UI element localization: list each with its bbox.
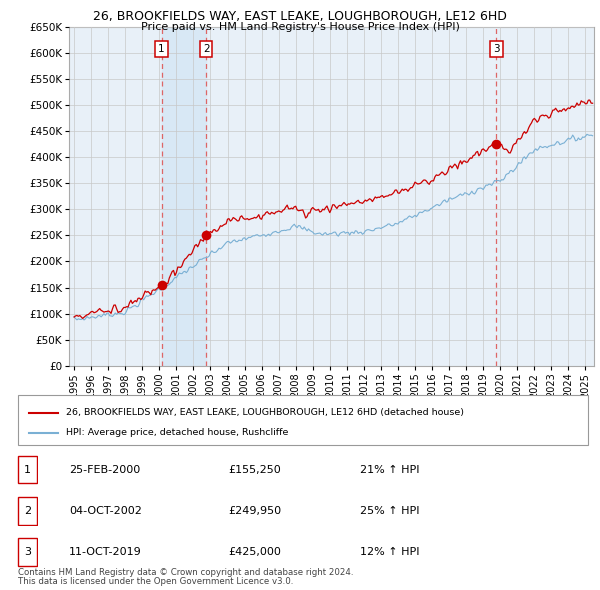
Text: 3: 3 [493,44,500,54]
Text: 2: 2 [24,506,31,516]
FancyBboxPatch shape [18,539,37,566]
FancyBboxPatch shape [18,497,37,525]
Text: £155,250: £155,250 [228,465,281,474]
Text: This data is licensed under the Open Government Licence v3.0.: This data is licensed under the Open Gov… [18,578,293,586]
Text: 11-OCT-2019: 11-OCT-2019 [69,548,142,557]
Text: 25% ↑ HPI: 25% ↑ HPI [360,506,419,516]
Text: £249,950: £249,950 [228,506,281,516]
Text: 3: 3 [24,548,31,557]
Text: HPI: Average price, detached house, Rushcliffe: HPI: Average price, detached house, Rush… [67,428,289,437]
Text: 04-OCT-2002: 04-OCT-2002 [69,506,142,516]
Text: 1: 1 [24,465,31,474]
Text: £425,000: £425,000 [228,548,281,557]
Text: Contains HM Land Registry data © Crown copyright and database right 2024.: Contains HM Land Registry data © Crown c… [18,568,353,577]
Text: 12% ↑ HPI: 12% ↑ HPI [360,548,419,557]
Text: 26, BROOKFIELDS WAY, EAST LEAKE, LOUGHBOROUGH, LE12 6HD (detached house): 26, BROOKFIELDS WAY, EAST LEAKE, LOUGHBO… [67,408,464,417]
Text: 26, BROOKFIELDS WAY, EAST LEAKE, LOUGHBOROUGH, LE12 6HD: 26, BROOKFIELDS WAY, EAST LEAKE, LOUGHBO… [93,10,507,23]
Text: 2: 2 [203,44,209,54]
Bar [161,27,206,366]
Text: 25-FEB-2000: 25-FEB-2000 [69,465,140,474]
Text: 21% ↑ HPI: 21% ↑ HPI [360,465,419,474]
FancyBboxPatch shape [18,456,37,483]
Text: 1: 1 [158,44,165,54]
FancyBboxPatch shape [18,395,588,445]
Text: Price paid vs. HM Land Registry's House Price Index (HPI): Price paid vs. HM Land Registry's House … [140,22,460,32]
